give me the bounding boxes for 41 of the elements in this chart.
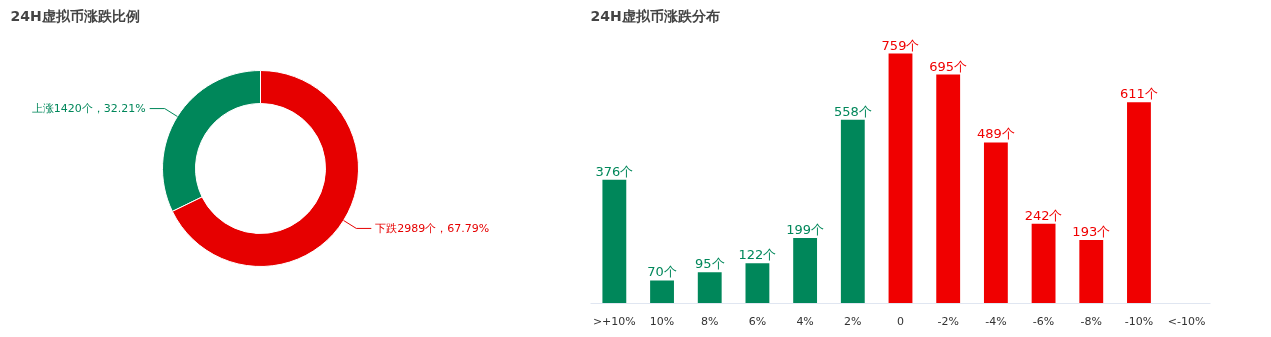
data-label: 193个 xyxy=(1072,223,1111,239)
data-label: 376个 xyxy=(595,163,634,179)
bar xyxy=(936,74,961,304)
bar xyxy=(1079,239,1104,304)
chart-title: 24H虚拟币涨跌分布 xyxy=(590,7,720,24)
slice-label: 上涨1420个，32.21% xyxy=(31,102,146,116)
data-label: 489个 xyxy=(976,126,1015,142)
x-tick-label: -4% xyxy=(985,314,1007,328)
chart-title: 24H虚拟币涨跌比例 xyxy=(10,7,140,24)
x-tick-label: 0 xyxy=(897,314,904,328)
x-tick-label: >+10% xyxy=(592,314,636,328)
x-tick-label: 6% xyxy=(748,314,767,328)
bar xyxy=(888,53,913,304)
data-label: 95个 xyxy=(694,256,725,272)
data-label: 70个 xyxy=(647,264,677,280)
slice-label: 下跌2989个，67.79% xyxy=(375,221,490,235)
bar xyxy=(745,263,770,304)
bar xyxy=(697,272,722,304)
data-label: 695个 xyxy=(929,58,968,74)
data-label: 611个 xyxy=(1120,86,1158,102)
x-tick-label: -6% xyxy=(1032,314,1055,328)
x-tick-label: -8% xyxy=(1080,314,1102,328)
x-tick-label: -2% xyxy=(937,314,959,328)
x-tick-label: 4% xyxy=(796,314,814,328)
bar xyxy=(983,142,1008,304)
data-label: 558个 xyxy=(833,103,872,119)
data-label: 759个 xyxy=(881,37,920,53)
data-label: 199个 xyxy=(786,221,825,237)
bar xyxy=(602,179,627,304)
x-tick-label: <-10% xyxy=(1167,314,1206,328)
bar xyxy=(1127,102,1151,304)
x-tick-label: -10% xyxy=(1124,314,1154,328)
data-label: 122个 xyxy=(738,247,777,263)
bar xyxy=(1031,223,1056,304)
data-label: 242个 xyxy=(1024,207,1063,223)
bar xyxy=(793,237,818,304)
x-tick-label: 2% xyxy=(844,314,862,328)
bar xyxy=(650,280,674,304)
bar xyxy=(840,119,865,304)
x-tick-label: 8% xyxy=(701,314,719,328)
x-tick-label: 10% xyxy=(649,314,675,328)
